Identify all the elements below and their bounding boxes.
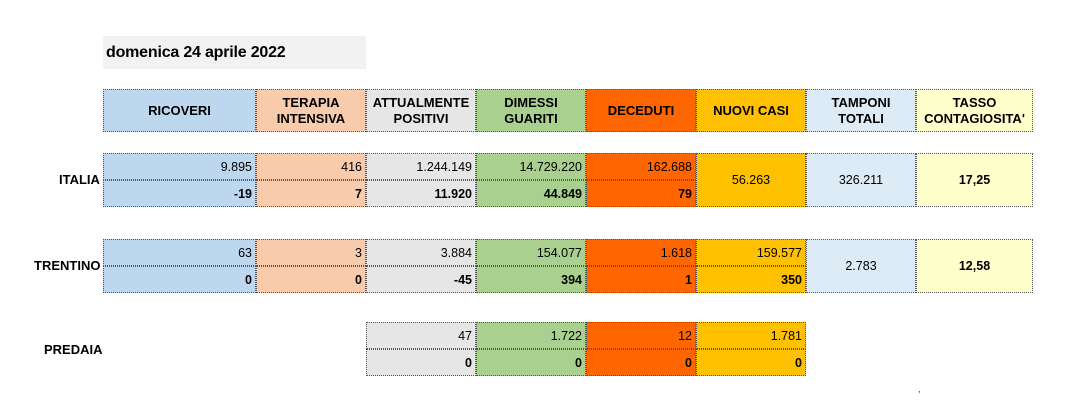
header-attualmente-positivi: ATTUALMENTE POSITIVI [366,89,476,132]
predaia-deceduti-total: 12 [586,322,696,349]
trentino-ricoveri-total: 63 [103,239,256,266]
trentino-deceduti-total: 1.618 [586,239,696,266]
trentino-tamponi: 2.783 [806,239,916,293]
predaia-attualmente-total: 47 [366,322,476,349]
italia-ricoveri-delta: -19 [103,180,256,207]
trentino-terapia-delta: 0 [256,266,366,293]
trentino-terapia-total: 3 [256,239,366,266]
predaia-attualmente-delta: 0 [366,349,476,376]
italia-tasso: 17,25 [916,153,1033,207]
italia-nuovi-casi: 56.263 [696,153,806,207]
header-dimessi-guariti: DIMESSI GUARITI [476,89,586,132]
trentino-deceduti-delta: 1 [586,266,696,293]
header-terapia-intensiva: TERAPIA INTENSIVA [256,89,366,132]
header-tasso-contagiosita: TASSO CONTAGIOSITA' [916,89,1033,132]
italia-deceduti-total: 162.688 [586,153,696,180]
header-nuovi-casi: NUOVI CASI [696,89,806,132]
predaia-dimessi-total: 1.722 [476,322,586,349]
row-label-italia: ITALIA [59,172,100,187]
header-ricoveri: RICOVERI [103,89,256,132]
italia-tamponi: 326.211 [806,153,916,207]
trentino-tasso: 12,58 [916,239,1033,293]
predaia-dimessi-delta: 0 [476,349,586,376]
trentino-dimessi-total: 154.077 [476,239,586,266]
header-tamponi-totali: TAMPONI TOTALI [806,89,916,132]
predaia-nuovi-delta: 0 [696,349,806,376]
italia-terapia-delta: 7 [256,180,366,207]
italia-attualmente-total: 1.244.149 [366,153,476,180]
trentino-attualmente-delta: -45 [366,266,476,293]
italia-ricoveri-total: 9.895 [103,153,256,180]
trentino-ricoveri-delta: 0 [103,266,256,293]
stray-mark: , [918,384,921,394]
report-date: domenica 24 aprile 2022 [103,36,366,69]
trentino-nuovi-delta: 350 [696,266,806,293]
predaia-deceduti-delta: 0 [586,349,696,376]
row-label-trentino: TRENTINO [34,258,101,273]
header-deceduti: DECEDUTI [586,89,696,132]
italia-terapia-total: 416 [256,153,366,180]
italia-dimessi-delta: 44.849 [476,180,586,207]
italia-attualmente-delta: 11.920 [366,180,476,207]
trentino-dimessi-delta: 394 [476,266,586,293]
row-label-predaia: PREDAIA [44,342,103,357]
trentino-attualmente-total: 3.884 [366,239,476,266]
italia-deceduti-delta: 79 [586,180,696,207]
predaia-nuovi-total: 1.781 [696,322,806,349]
trentino-nuovi-total: 159.577 [696,239,806,266]
italia-dimessi-total: 14.729.220 [476,153,586,180]
